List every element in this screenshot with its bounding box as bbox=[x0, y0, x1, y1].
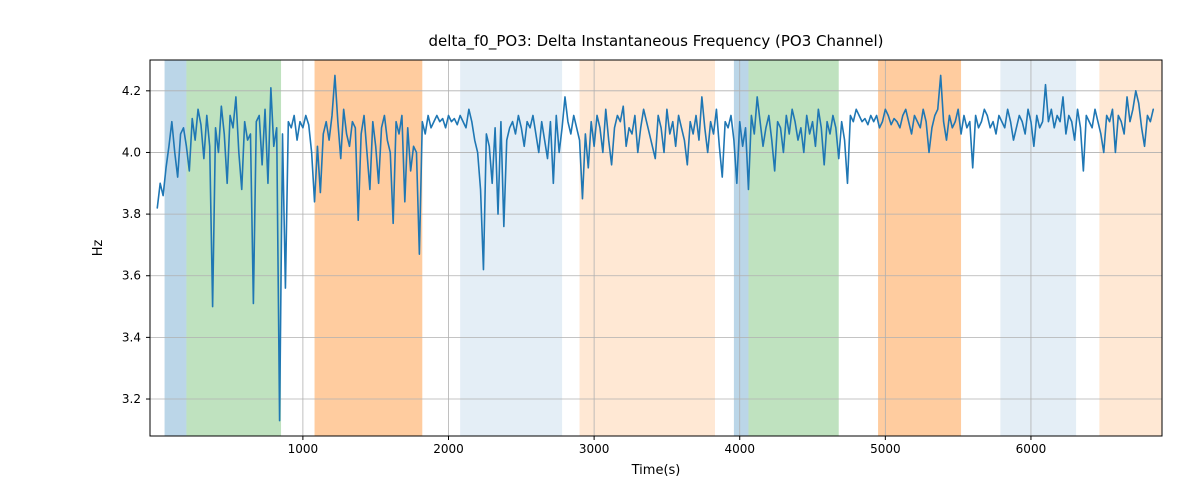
shaded-band-5 bbox=[734, 60, 749, 436]
shaded-band-2 bbox=[315, 60, 423, 436]
xtick-label: 3000 bbox=[579, 442, 610, 456]
xtick-label: 1000 bbox=[288, 442, 319, 456]
shaded-band-3 bbox=[460, 60, 562, 436]
chart-svg: 1000 2000 3000 4000 5000 6000 3.2 3.4 3.6 3.8 4.0 4… bbox=[0, 0, 1200, 500]
chart-root: 1000 2000 3000 4000 5000 6000 3.2 3.4 3.6 3.8 4.0 4… bbox=[0, 0, 1200, 500]
ytick-label: 3.4 bbox=[122, 330, 141, 344]
shaded-band-4 bbox=[580, 60, 715, 436]
x-axis-label: Time(s) bbox=[631, 463, 681, 478]
ytick-label: 4.2 bbox=[122, 84, 141, 98]
xtick-label: 2000 bbox=[433, 442, 464, 456]
xtick-label: 4000 bbox=[724, 442, 755, 456]
chart-title: delta_f0_PO3: Delta Instantaneous Freque… bbox=[429, 32, 884, 51]
xtick-label: 5000 bbox=[870, 442, 901, 456]
ytick-label: 4.0 bbox=[122, 145, 141, 159]
xtick-label: 6000 bbox=[1016, 442, 1047, 456]
ytick-label: 3.2 bbox=[122, 392, 141, 406]
shaded-band-0 bbox=[165, 60, 187, 436]
ytick-label: 3.6 bbox=[122, 269, 141, 283]
ytick-label: 3.8 bbox=[122, 207, 141, 221]
y-axis-label: Hz bbox=[91, 240, 106, 257]
